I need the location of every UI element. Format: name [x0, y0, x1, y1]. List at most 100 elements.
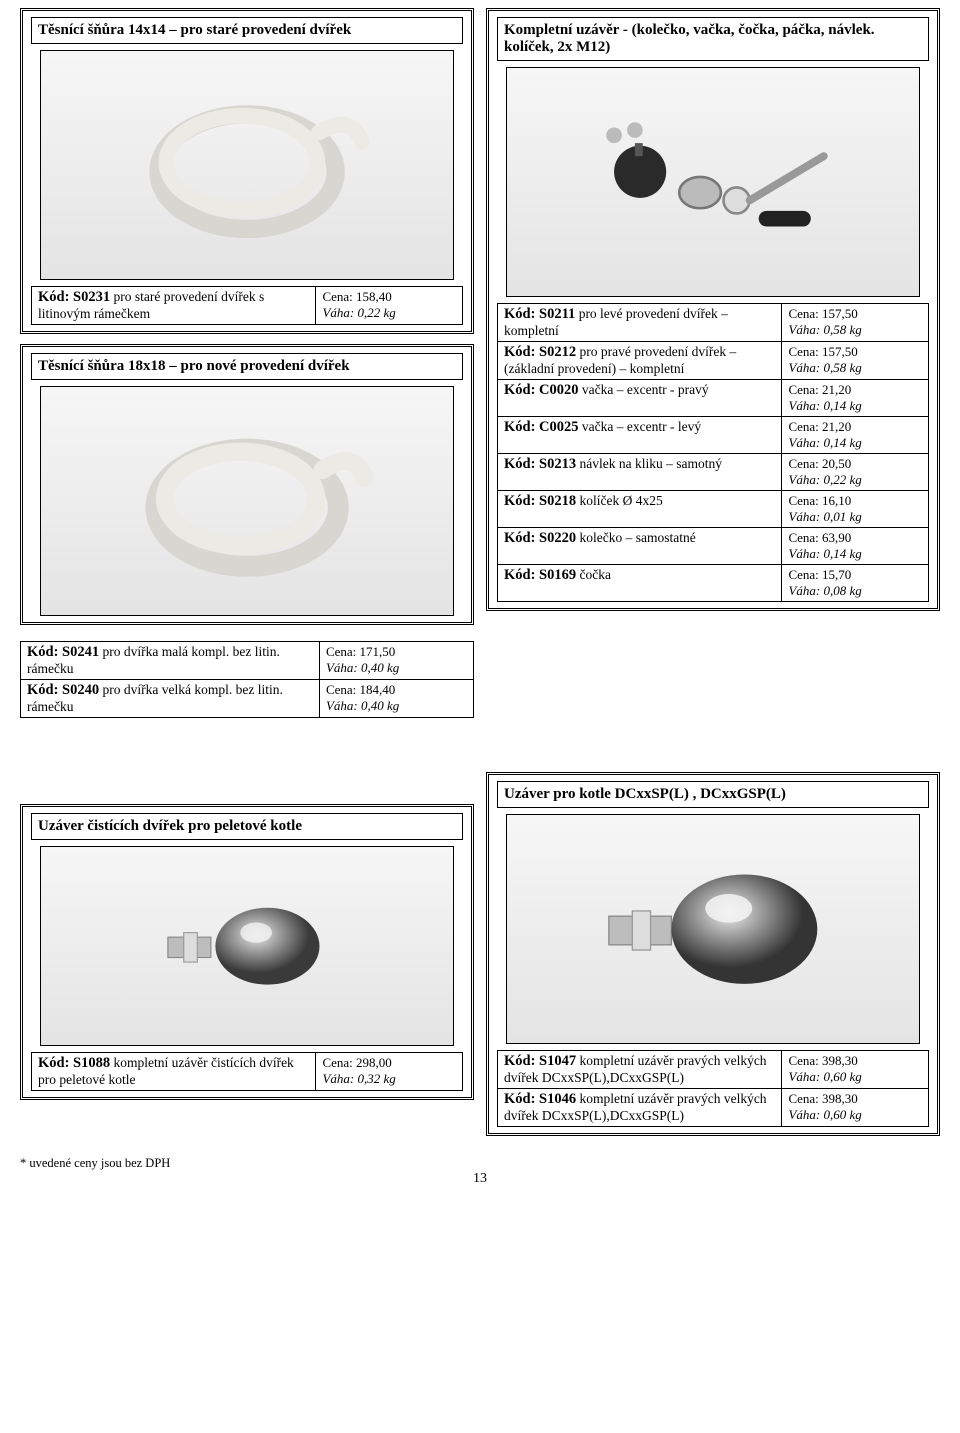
code-label: Kód: S1088 [38, 1055, 110, 1071]
cena-label: Cena: 171,50 [326, 644, 467, 660]
cena-label: Cena: 21,20 [788, 419, 922, 435]
cell-price: Cena: 171,50 Váha: 0,40 kg [319, 642, 473, 680]
code-desc: vačka – excentr - pravý [579, 382, 709, 397]
code-label: Kód: S0212 [504, 344, 576, 360]
table-row: Kód: S0213 návlek na kliku – samotný Cen… [498, 454, 929, 491]
product-image-latch-parts [506, 67, 921, 297]
panel-left-mid: Těsnící šňůra 18x18 – pro nové provedení… [20, 344, 474, 625]
code-label: Kód: S0220 [504, 530, 576, 546]
title-left-bottom: Uzáver čistících dvířek pro peletové kot… [31, 813, 463, 840]
cell-price: Cena: 20,50Váha: 0,22 kg [782, 454, 929, 491]
table-row: Kód: C0020 vačka – excentr - pravý Cena:… [498, 380, 929, 417]
table-row: Kód: S0220 kolečko – samostatné Cena: 63… [498, 528, 929, 565]
cell-price: Cena: 158,40 Váha: 0,22 kg [316, 287, 463, 325]
panel-inner: Těsnící šňůra 18x18 – pro nové provedení… [25, 349, 469, 620]
table-row: Kód: S0211 pro levé provedení dvířek – k… [498, 304, 929, 342]
cell-code: Kód: S1047 kompletní uzávěr pravých velk… [498, 1051, 782, 1089]
cena-label: Cena: 398,30 [788, 1053, 922, 1069]
code-desc: kolíček Ø 4x25 [576, 493, 663, 508]
vaha-label: Váha: 0,14 kg [788, 398, 922, 414]
vaha-label: Váha: 0,22 kg [788, 472, 922, 488]
table-row: Kód: S1047 kompletní uzávěr pravých velk… [498, 1051, 929, 1089]
panel-left-bottom: Uzáver čistících dvířek pro peletové kot… [20, 804, 474, 1100]
table-row: Kód: S0218 kolíček Ø 4x25 Cena: 16,10Váh… [498, 491, 929, 528]
table-row: Kód: S1046 kompletní uzávěr pravých velk… [498, 1089, 929, 1127]
cell-price: Cena: 398,30 Váha: 0,60 kg [782, 1089, 929, 1127]
table-right-top: Kód: S0211 pro levé provedení dvířek – k… [497, 303, 929, 602]
cell-code: Kód: C0020 vačka – excentr - pravý [498, 380, 782, 417]
vaha-label: Váha: 0,14 kg [788, 546, 922, 562]
cord-icon [82, 410, 412, 592]
panel-inner: Uzáver čistících dvířek pro peletové kot… [25, 809, 469, 1095]
vaha-label: Váha: 0,22 kg [322, 305, 456, 321]
code-desc: čočka [576, 567, 611, 582]
code-label: Kód: S0231 [38, 289, 110, 305]
left-column: Těsnící šňůra 14x14 – pro staré proveden… [20, 8, 474, 718]
panel-inner: Kompletní uzávěr - (kolečko, vačka, čočk… [491, 13, 935, 606]
cena-label: Cena: 63,90 [788, 530, 922, 546]
right-column: Kompletní uzávěr - (kolečko, vačka, čočk… [486, 8, 940, 718]
cell-price: Cena: 63,90Váha: 0,14 kg [782, 528, 929, 565]
table-left-bottom: Kód: S1088 kompletní uzávěr čistících dv… [31, 1052, 463, 1091]
cell-code: Kód: S0212 pro pravé provedení dvířek – … [498, 342, 782, 380]
cena-label: Cena: 184,40 [326, 682, 467, 698]
vaha-label: Váha: 0,40 kg [326, 660, 467, 676]
cell-price: Cena: 16,10Váha: 0,01 kg [782, 491, 929, 528]
panel-right-top: Kompletní uzávěr - (kolečko, vačka, čočk… [486, 8, 940, 611]
cell-price: Cena: 298,00 Váha: 0,32 kg [316, 1053, 463, 1091]
panel-left-top: Těsnící šňůra 14x14 – pro staré proveden… [20, 8, 474, 334]
code-desc: návlek na kliku – samotný [576, 456, 722, 471]
cell-code: Kód: S0240 pro dvířka velká kompl. bez l… [21, 680, 320, 718]
product-image-knob-large [506, 814, 921, 1044]
panel-inner: Těsnící šňůra 14x14 – pro staré proveden… [25, 13, 469, 329]
cell-code: Kód: S0213 návlek na kliku – samotný [498, 454, 782, 491]
code-label: Kód: S0169 [504, 567, 576, 583]
product-image-knob-small [40, 846, 455, 1046]
vaha-label: Váha: 0,08 kg [788, 583, 922, 599]
cell-price: Cena: 21,20Váha: 0,14 kg [782, 380, 929, 417]
cena-label: Cena: 158,40 [322, 289, 456, 305]
vaha-label: Váha: 0,58 kg [788, 322, 922, 338]
cord-icon [82, 74, 412, 256]
title-right-bottom: Uzáver pro kotle DCxxSP(L) , DCxxGSP(L) [497, 781, 929, 808]
table-row: Kód: S1088 kompletní uzávěr čistících dv… [32, 1053, 463, 1091]
panel-right-bottom: Uzáver pro kotle DCxxSP(L) , DCxxGSP(L) [486, 772, 940, 1136]
cell-code: Kód: S0218 kolíček Ø 4x25 [498, 491, 782, 528]
table-row: Kód: C0025 vačka – excentr - levý Cena: … [498, 417, 929, 454]
cena-label: Cena: 20,50 [788, 456, 922, 472]
cell-code: Kód: S0169 čočka [498, 565, 782, 602]
bottom-columns: Uzáver čistících dvířek pro peletové kot… [20, 772, 940, 1136]
vaha-label: Váha: 0,14 kg [788, 435, 922, 451]
code-label: Kód: S0211 [504, 306, 575, 322]
code-label: Kód: S0213 [504, 456, 576, 472]
table-row: Kód: S0212 pro pravé provedení dvířek – … [498, 342, 929, 380]
cena-label: Cena: 16,10 [788, 493, 922, 509]
cell-code: Kód: S0220 kolečko – samostatné [498, 528, 782, 565]
vaha-label: Váha: 0,58 kg [788, 360, 922, 376]
code-desc: kolečko – samostatné [576, 530, 696, 545]
table-right-bottom: Kód: S1047 kompletní uzávěr pravých velk… [497, 1050, 929, 1127]
code-desc: vačka – excentr - levý [579, 419, 702, 434]
cell-price: Cena: 21,20Váha: 0,14 kg [782, 417, 929, 454]
footnote: * uvedené ceny jsou bez DPH [20, 1156, 940, 1171]
cell-price: Cena: 157,50Váha: 0,58 kg [782, 304, 929, 342]
cell-price: Cena: 398,30 Váha: 0,60 kg [782, 1051, 929, 1089]
product-image-cord-18 [40, 386, 455, 616]
cena-label: Cena: 157,50 [788, 306, 922, 322]
cell-code: Kód: S1046 kompletní uzávěr pravých velk… [498, 1089, 782, 1127]
cell-code: Kód: S0211 pro levé provedení dvířek – k… [498, 304, 782, 342]
cell-code: Kód: S1088 kompletní uzávěr čistících dv… [32, 1053, 316, 1091]
code-label: Kód: S1047 [504, 1053, 576, 1069]
parts-icon [548, 91, 878, 273]
vaha-label: Váha: 0,32 kg [322, 1071, 456, 1087]
code-label: Kód: C0020 [504, 382, 579, 398]
left-bottom-column: Uzáver čistících dvířek pro peletové kot… [20, 772, 474, 1136]
code-label: Kód: S0240 [27, 682, 99, 698]
cell-price: Cena: 184,40 Váha: 0,40 kg [319, 680, 473, 718]
cena-label: Cena: 157,50 [788, 344, 922, 360]
vaha-label: Váha: 0,60 kg [788, 1107, 922, 1123]
title-left-top: Těsnící šňůra 14x14 – pro staré proveden… [31, 17, 463, 44]
title-left-mid: Těsnící šňůra 18x18 – pro nové provedení… [31, 353, 463, 380]
page: Těsnící šňůra 14x14 – pro staré proveden… [20, 8, 940, 1187]
cena-label: Cena: 21,20 [788, 382, 922, 398]
